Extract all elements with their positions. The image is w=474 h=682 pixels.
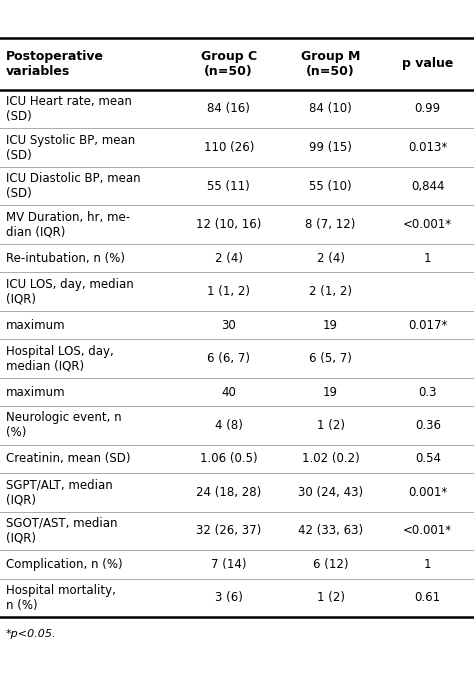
- Text: 1: 1: [424, 558, 431, 571]
- Text: 30 (24, 43): 30 (24, 43): [298, 486, 363, 499]
- Text: 6 (12): 6 (12): [313, 558, 348, 571]
- Text: 0,844: 0,844: [411, 179, 445, 192]
- Text: 0.013*: 0.013*: [408, 141, 447, 154]
- Text: Hospital LOS, day,
median (IQR): Hospital LOS, day, median (IQR): [6, 344, 113, 372]
- Text: 110 (26): 110 (26): [203, 141, 254, 154]
- Text: 84 (16): 84 (16): [207, 102, 250, 115]
- Text: 0.36: 0.36: [415, 419, 441, 432]
- Text: maximum: maximum: [6, 385, 65, 398]
- Text: 1 (1, 2): 1 (1, 2): [207, 285, 250, 298]
- Text: 0.3: 0.3: [419, 385, 437, 398]
- Text: maximum: maximum: [6, 318, 65, 331]
- Text: MV Duration, hr, me-
dian (IQR): MV Duration, hr, me- dian (IQR): [6, 211, 130, 239]
- Text: SGOT/AST, median
(IQR): SGOT/AST, median (IQR): [6, 517, 117, 545]
- Text: 0.001*: 0.001*: [408, 486, 447, 499]
- Text: 1: 1: [424, 252, 431, 265]
- Text: ICU Systolic BP, mean
(SD): ICU Systolic BP, mean (SD): [6, 134, 135, 162]
- Text: ICU Heart rate, mean
(SD): ICU Heart rate, mean (SD): [6, 95, 132, 123]
- Text: 8 (7, 12): 8 (7, 12): [305, 218, 356, 231]
- Text: 1 (2): 1 (2): [317, 419, 345, 432]
- Text: <0.001*: <0.001*: [403, 524, 452, 537]
- Text: 7 (14): 7 (14): [211, 558, 246, 571]
- Text: 55 (10): 55 (10): [310, 179, 352, 192]
- Text: Group M
(n=50): Group M (n=50): [301, 50, 360, 78]
- Text: 0.99: 0.99: [415, 102, 441, 115]
- Text: 24 (18, 28): 24 (18, 28): [196, 486, 261, 499]
- Text: p value: p value: [402, 57, 454, 70]
- Text: Hospital mortality,
n (%): Hospital mortality, n (%): [6, 584, 116, 612]
- Text: 42 (33, 63): 42 (33, 63): [298, 524, 363, 537]
- Text: <0.001*: <0.001*: [403, 218, 452, 231]
- Text: 4 (8): 4 (8): [215, 419, 243, 432]
- Text: 6 (6, 7): 6 (6, 7): [207, 352, 250, 365]
- Text: 0.61: 0.61: [415, 591, 441, 604]
- Text: Postoperative
variables: Postoperative variables: [6, 50, 104, 78]
- Text: Creatinin, mean (SD): Creatinin, mean (SD): [6, 452, 130, 465]
- Text: 2 (4): 2 (4): [317, 252, 345, 265]
- Text: 2 (1, 2): 2 (1, 2): [309, 285, 352, 298]
- Text: 12 (10, 16): 12 (10, 16): [196, 218, 261, 231]
- Text: Neurologic event, n
(%): Neurologic event, n (%): [6, 411, 121, 439]
- Text: 1.02 (0.2): 1.02 (0.2): [302, 452, 359, 465]
- Text: 40: 40: [221, 385, 236, 398]
- Text: 2 (4): 2 (4): [215, 252, 243, 265]
- Text: ICU Diastolic BP, mean
(SD): ICU Diastolic BP, mean (SD): [6, 172, 140, 200]
- Text: 19: 19: [323, 385, 338, 398]
- Text: 6 (5, 7): 6 (5, 7): [309, 352, 352, 365]
- Text: 1 (2): 1 (2): [317, 591, 345, 604]
- Text: Re-intubation, n (%): Re-intubation, n (%): [6, 252, 125, 265]
- Text: 99 (15): 99 (15): [309, 141, 352, 154]
- Text: 1.06 (0.5): 1.06 (0.5): [200, 452, 257, 465]
- Text: 0.54: 0.54: [415, 452, 441, 465]
- Text: 84 (10): 84 (10): [309, 102, 352, 115]
- Text: Group C
(n=50): Group C (n=50): [201, 50, 257, 78]
- Text: 30: 30: [221, 318, 236, 331]
- Text: SGPT/ALT, median
(IQR): SGPT/ALT, median (IQR): [6, 478, 112, 506]
- Text: *p<0.05.: *p<0.05.: [6, 629, 56, 640]
- Text: 3 (6): 3 (6): [215, 591, 243, 604]
- Text: 55 (11): 55 (11): [207, 179, 250, 192]
- Text: 32 (26, 37): 32 (26, 37): [196, 524, 261, 537]
- Text: 0.017*: 0.017*: [408, 318, 447, 331]
- Text: ICU LOS, day, median
(IQR): ICU LOS, day, median (IQR): [6, 278, 134, 306]
- Text: 19: 19: [323, 318, 338, 331]
- Text: Complication, n (%): Complication, n (%): [6, 558, 122, 571]
